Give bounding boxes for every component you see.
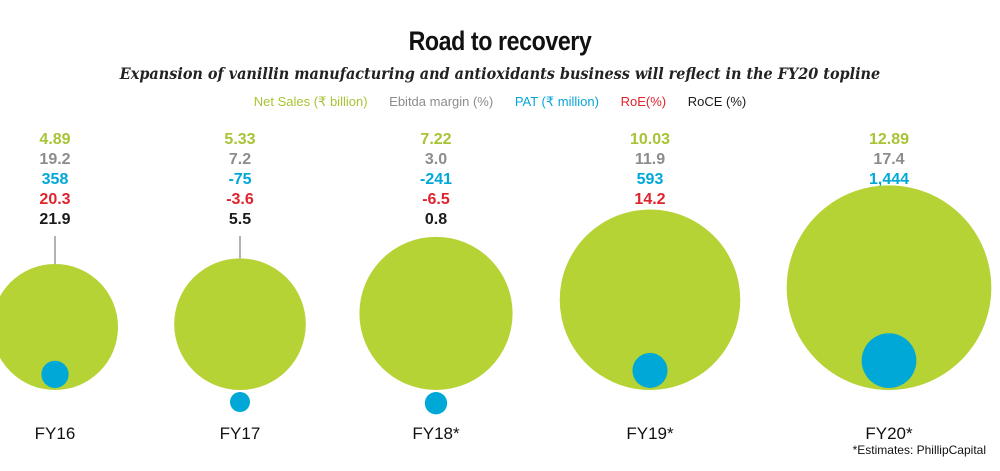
value-net-sales-fy18: 7.22 — [420, 131, 451, 148]
value-net-sales-fy20: 12.89 — [869, 131, 909, 148]
pat-bubble-fy18 — [424, 392, 448, 415]
source-note: *Estimates: PhillipCapital — [852, 443, 986, 457]
value-roce-fy18: 0.8 — [425, 211, 447, 228]
value-pat-fy19: 593 — [637, 171, 664, 188]
value-roce-fy17: 5.5 — [229, 211, 251, 228]
value-net-sales-fy19: 10.03 — [630, 131, 670, 148]
value-pat-fy16: 358 — [42, 171, 69, 188]
legend-ebitda-margin: Ebitda margin (%) — [389, 94, 494, 109]
legend-roce: RoCE (%) — [687, 94, 747, 109]
value-roce-fy16: 21.9 — [39, 211, 70, 228]
legend-roe: RoE(%) — [620, 94, 667, 109]
net-sales-bubble-fy18 — [359, 236, 513, 390]
pat-bubble-fy20 — [861, 333, 917, 389]
value-ebitda-margin-fy17: 7.2 — [229, 151, 251, 168]
value-ebitda-margin-fy19: 11.9 — [635, 151, 665, 168]
value-roe-fy16: 20.3 — [39, 191, 70, 208]
value-pat-fy20: 1,444 — [869, 171, 909, 188]
category-label-fy18: FY18* — [412, 424, 460, 443]
value-net-sales-fy16: 4.89 — [39, 131, 70, 148]
pat-bubble-fy16 — [41, 360, 69, 388]
category-label-fy19: FY19* — [626, 424, 674, 443]
category-label-fy16: FY16 — [35, 424, 76, 443]
value-roe-fy18: -6.5 — [422, 191, 450, 208]
value-ebitda-margin-fy18: 3.0 — [425, 151, 447, 168]
net-sales-bubble-fy17 — [174, 258, 306, 390]
net-sales-bubble-fy19 — [559, 209, 741, 390]
net-sales-bubble-fy20 — [786, 185, 992, 390]
chart-subtitle: Expansion of vanillin manufacturing and … — [119, 64, 881, 83]
pat-bubble-fy17 — [230, 392, 250, 412]
category-label-fy17: FY17 — [220, 424, 261, 443]
value-roe-fy17: -3.6 — [226, 191, 254, 208]
chart-title: Road to recovery — [408, 26, 592, 56]
net-sales-bubble-fy16 — [0, 263, 119, 390]
value-ebitda-margin-fy20: 17.4 — [873, 151, 904, 168]
value-pat-fy18: -241 — [420, 171, 452, 188]
pat-bubble-fy19 — [632, 352, 668, 388]
legend-pat: PAT (₹ million) — [514, 94, 599, 109]
value-pat-fy17: -75 — [228, 171, 251, 188]
value-ebitda-margin-fy16: 19.2 — [39, 151, 70, 168]
category-label-fy20: FY20* — [865, 424, 913, 443]
legend-net-sales: Net Sales (₹ billion) — [253, 94, 368, 109]
value-roe-fy19: 14.2 — [634, 191, 665, 208]
value-net-sales-fy17: 5.33 — [224, 131, 255, 148]
legend: Net Sales (₹ billion) Ebitda margin (%) … — [0, 94, 1000, 110]
